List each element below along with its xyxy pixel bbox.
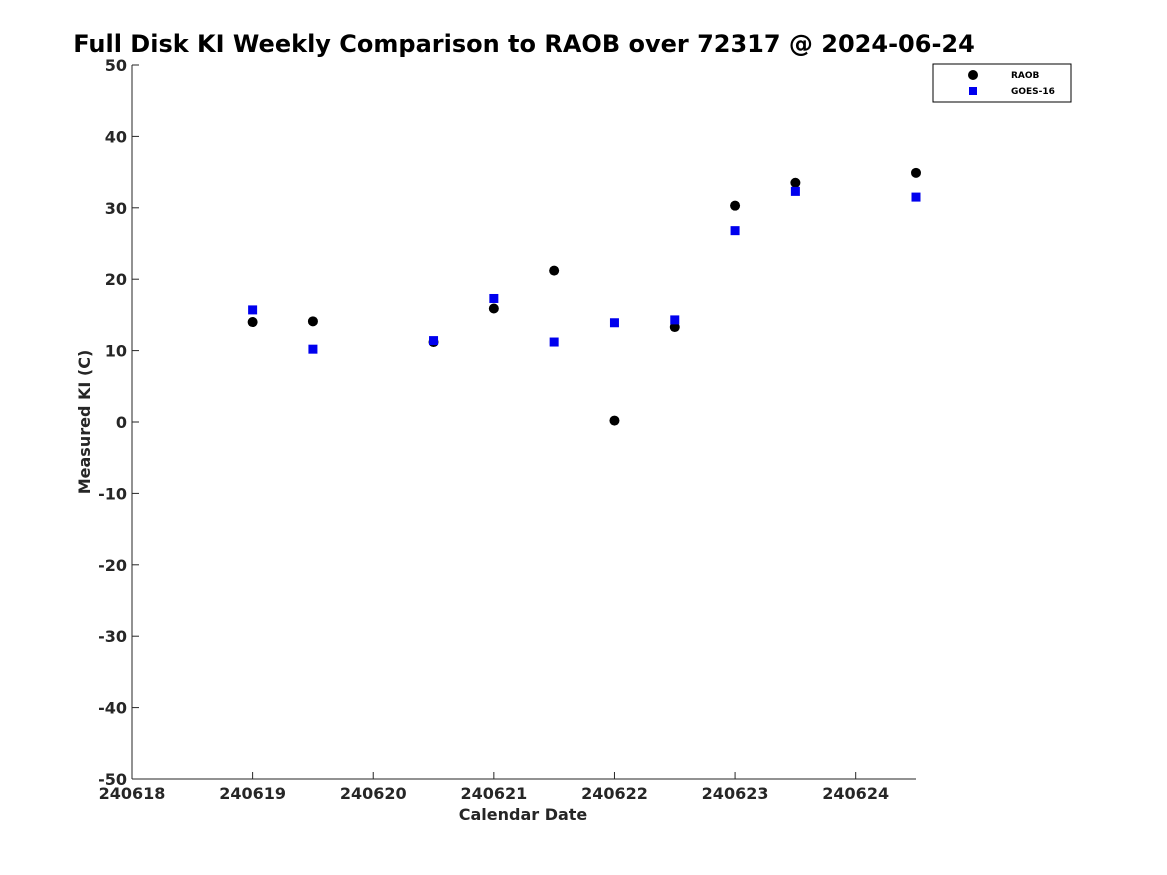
raob-point — [307, 316, 318, 327]
y-tick-label: -50 — [98, 770, 127, 789]
goes-16-point — [670, 315, 680, 325]
raob-point — [609, 415, 620, 426]
y-tick-label: 10 — [105, 342, 127, 361]
goes-16-point — [790, 186, 800, 196]
x-tick-label: 240622 — [581, 784, 648, 803]
raob-point — [911, 167, 921, 178]
raob-point — [730, 200, 741, 211]
x-tick-label: 240621 — [460, 784, 527, 803]
raob-point — [790, 177, 801, 188]
x-tick-label: 240620 — [340, 784, 407, 803]
x-tick-label: 240624 — [822, 784, 889, 803]
legend: RAOB GOES-16 — [932, 63, 1072, 103]
x-ticks: 240618 240619 240620 240621 240622 240623 2406… — [99, 772, 889, 803]
raob-point — [669, 322, 680, 333]
goes-16-point — [730, 226, 740, 236]
y-tick-label: 40 — [105, 127, 127, 146]
x-axis-label: Calendar Date — [459, 805, 588, 824]
legend-label-raob: RAOB — [1011, 71, 1040, 81]
axes — [131, 65, 916, 780]
raob-point — [488, 303, 499, 314]
x-tick-label: 240619 — [219, 784, 286, 803]
goes-16-point — [248, 305, 258, 315]
y-tick-label: 20 — [105, 270, 127, 289]
y-tick-label: -40 — [98, 699, 127, 718]
y-tick-label: -30 — [98, 627, 127, 646]
y-tick-label: -20 — [98, 556, 127, 575]
y-tick-label: 50 — [105, 56, 127, 75]
raob-point — [549, 265, 560, 276]
x-tick-label: 240623 — [702, 784, 769, 803]
goes-16-point — [429, 336, 439, 346]
legend-marker-raob — [968, 70, 978, 80]
chart-title: Full Disk KI Weekly Comparison to RAOB o… — [73, 30, 975, 58]
goes-16-point — [549, 337, 559, 347]
y-tick-label: 0 — [116, 413, 127, 432]
goes-16-point — [489, 293, 499, 303]
legend-marker-goes-16 — [969, 87, 977, 95]
goes-16-point — [308, 344, 318, 354]
data-points — [247, 167, 921, 426]
y-tick-label: -10 — [98, 484, 127, 503]
y-tick-label: 30 — [105, 199, 127, 218]
x-tick-label: 240618 — [99, 784, 166, 803]
y-ticks: 50 40 30 20 10 0 -10 -20 -30 -40 -50 — [98, 56, 139, 789]
raob-point — [247, 317, 258, 328]
legend-label-goes-16: GOES-16 — [1011, 87, 1055, 97]
y-axis-label: Measured KI (C) — [75, 350, 94, 495]
goes-16-point — [609, 318, 619, 328]
legend-items: RAOB GOES-16 — [968, 70, 1055, 97]
goes-16-point — [911, 192, 921, 202]
legend-box — [932, 63, 1072, 103]
